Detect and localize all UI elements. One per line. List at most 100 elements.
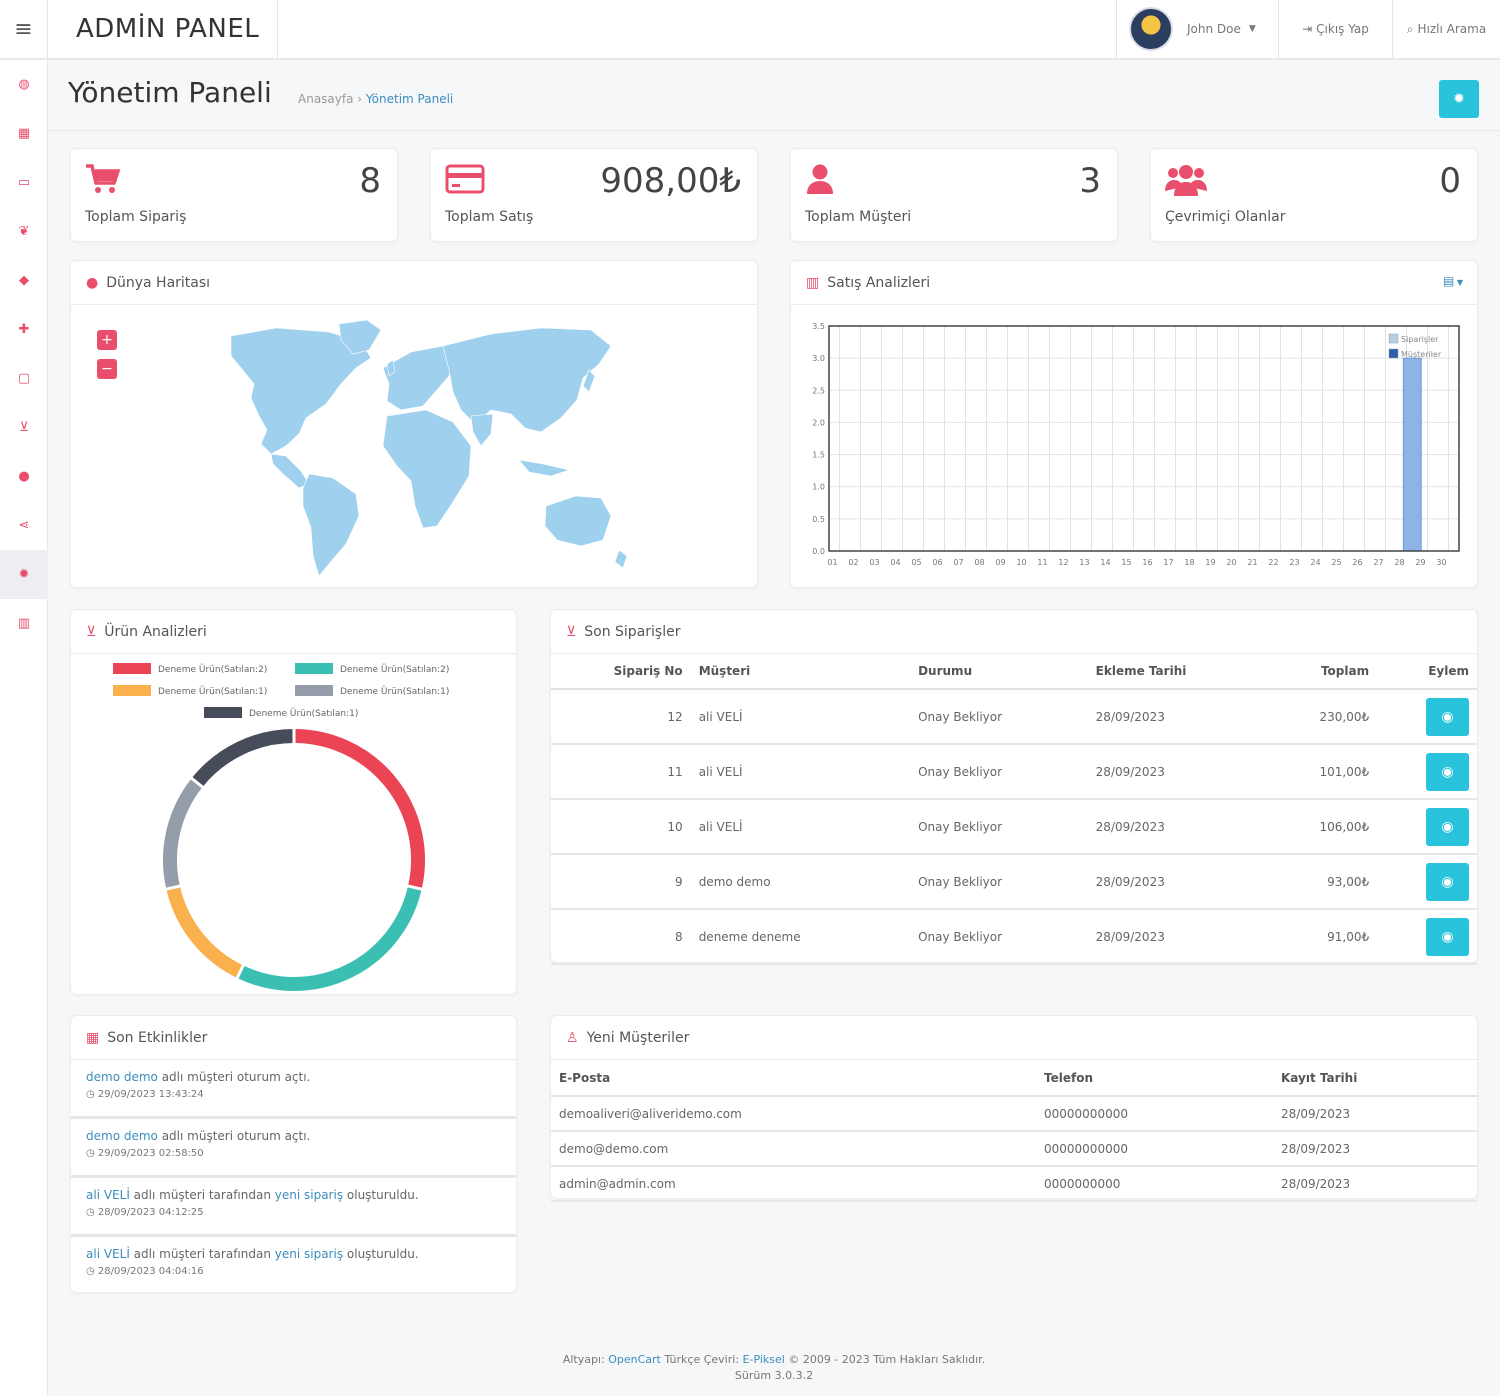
- x-tick-label: 18: [1184, 558, 1194, 567]
- sidebar-item[interactable]: ◆: [0, 256, 48, 305]
- legend-swatch: [295, 685, 333, 696]
- panel-header: ⊻ Ürün Analizleri: [71, 610, 516, 654]
- sales-chart: 0.0 0.5 1.0 1.5 2.0 2.5 3.0 3.5 01 02 03 04 05 06 07 08…: [812, 322, 1460, 567]
- plot-frame: [828, 325, 1460, 552]
- users-icon: [1165, 165, 1207, 196]
- activity-timestamp: 28/09/2023 04:12:25: [97, 1207, 204, 1218]
- legend-label: Deneme Ürün(Satılan:1): [158, 686, 267, 697]
- breadcrumb-current[interactable]: Yönetim Paneli: [365, 92, 454, 106]
- stat-value: 8: [359, 161, 381, 201]
- calendar-icon: ▦: [86, 1029, 100, 1046]
- user-menu[interactable]: John Doe ▼: [1116, 0, 1278, 58]
- activity-description: adlı müşteri oturum açtı.: [157, 1070, 311, 1084]
- column-header[interactable]: Toplam: [1237, 654, 1378, 690]
- sidebar-item[interactable]: ◍: [0, 60, 48, 109]
- sidebar-item[interactable]: ✚: [0, 305, 48, 354]
- breadcrumb-home[interactable]: Anasayfa: [298, 92, 354, 106]
- customer-link[interactable]: ali VELİ: [86, 1247, 130, 1261]
- tags-icon: ◆: [19, 273, 29, 288]
- customer-link[interactable]: demo demo: [86, 1070, 158, 1084]
- customer-link[interactable]: demo demo: [86, 1129, 158, 1143]
- customer-link[interactable]: ali VELİ: [86, 1188, 130, 1202]
- eye-icon: ◉: [1441, 928, 1454, 945]
- panel-title: Son Etkinlikler: [107, 1029, 208, 1046]
- order-action: ◉: [1377, 909, 1477, 965]
- order-link[interactable]: yeni sipariş: [274, 1247, 344, 1261]
- legend-label: Deneme Ürün(Satılan:1): [340, 686, 449, 697]
- view-order-button[interactable]: ◉: [1426, 807, 1469, 846]
- epiksel-link[interactable]: E-Piksel: [742, 1353, 785, 1366]
- opencart-link[interactable]: OpenCart: [608, 1353, 661, 1366]
- order-link[interactable]: yeni sipariş: [274, 1188, 344, 1202]
- order-status: Onay Bekliyor: [910, 744, 1088, 800]
- share-icon: ⋖: [18, 518, 30, 533]
- order-no: 12: [551, 689, 691, 745]
- sidebar-item[interactable]: ⋖: [0, 501, 48, 550]
- customer-email: demo@demo.com: [551, 1131, 1036, 1167]
- menu-toggle-icon[interactable]: ≡: [0, 0, 48, 58]
- customer-date: 28/09/2023: [1273, 1096, 1477, 1132]
- customer-phone: 00000000000: [1036, 1096, 1273, 1132]
- x-tick-label: 28: [1394, 558, 1404, 567]
- caret-down-icon: ▼: [1454, 278, 1463, 287]
- avatar[interactable]: [1129, 7, 1173, 51]
- order-date: 28/09/2023: [1087, 799, 1238, 855]
- map-europe: [382, 345, 457, 411]
- sidebar-item[interactable]: ▢: [0, 354, 48, 403]
- activity-text: ali VELİ adlı müşteri tarafından yeni si…: [86, 1188, 501, 1202]
- column-header[interactable]: Sipariş No: [551, 654, 691, 690]
- view-order-button[interactable]: ◉: [1426, 697, 1469, 736]
- new-customers-panel: ♙ Yeni Müşteriler E-Posta Telefon Kayıt …: [550, 1015, 1478, 1202]
- column-header[interactable]: Ekleme Tarihi: [1087, 654, 1238, 690]
- zoom-out-button[interactable]: −: [97, 359, 117, 379]
- customer-email: admin@admin.com: [551, 1166, 1036, 1202]
- order-date: 28/09/2023: [1087, 689, 1238, 745]
- sidebar-item[interactable]: ✹: [0, 550, 48, 599]
- zoom-in-button[interactable]: +: [97, 330, 117, 350]
- panel-header: ▥ Satış Analizleri: [791, 261, 1477, 305]
- stat-tile-online: 0 Çevrimiçi Olanlar: [1150, 148, 1478, 242]
- x-tick-label: 26: [1352, 558, 1362, 567]
- x-tick-label: 25: [1331, 558, 1341, 567]
- panel-header: ♙ Yeni Müşteriler: [551, 1016, 1477, 1060]
- x-tick-label: 01: [827, 558, 837, 567]
- cart-icon: ⊻: [566, 623, 577, 640]
- column-header: Eylem: [1377, 654, 1477, 690]
- cart-icon: ⊻: [19, 420, 29, 435]
- x-tick-label: 11: [1037, 558, 1047, 567]
- sidebar-item[interactable]: ❦: [0, 207, 48, 256]
- order-customer: deneme deneme: [690, 909, 911, 965]
- stat-tile-customers: 3 Toplam Müşteri: [790, 148, 1118, 242]
- column-header[interactable]: Durumu: [910, 654, 1088, 690]
- column-header[interactable]: Müşteri: [690, 654, 911, 690]
- brand-logo[interactable]: ADMİN PANEL: [48, 0, 278, 58]
- sidebar-item[interactable]: ▭: [0, 158, 48, 207]
- x-tick-label: 21: [1247, 558, 1257, 567]
- map-greenland: [338, 319, 382, 355]
- map-uk: [386, 359, 396, 377]
- logout-link[interactable]: ⇥ Çıkış Yap: [1278, 0, 1392, 58]
- date-range-dropdown[interactable]: ▤ ▼: [1443, 274, 1463, 288]
- view-order-button[interactable]: ◉: [1426, 752, 1469, 791]
- order-customer: ali VELİ: [690, 689, 911, 745]
- sidebar-item[interactable]: ▥: [0, 599, 48, 648]
- recent-activities-panel: ▦ Son Etkinlikler demo demo adlı müşteri…: [70, 1015, 517, 1293]
- list-item: ali VELİ adlı müşteri tarafından yeni si…: [71, 1178, 516, 1237]
- view-order-button[interactable]: ◉: [1426, 917, 1469, 956]
- y-tick-label: 2.5: [812, 386, 825, 395]
- sidebar-item[interactable]: ▦: [0, 109, 48, 158]
- table-row: admin@admin.com 0000000000 28/09/2023: [551, 1166, 1477, 1202]
- sidebar-item[interactable]: ⊻: [0, 403, 48, 452]
- orders-table: Sipariş No Müşteri Durumu Ekleme Tarihi …: [551, 654, 1477, 965]
- sidebar-item[interactable]: ●: [0, 452, 48, 501]
- world-map[interactable]: [71, 306, 759, 588]
- stat-tile-sales: 908,00₺ Toplam Satış: [430, 148, 758, 242]
- view-order-button[interactable]: ◉: [1426, 862, 1469, 901]
- panel-title: Ürün Analizleri: [104, 623, 207, 640]
- customer-date: 28/09/2023: [1273, 1166, 1477, 1202]
- settings-button[interactable]: ✹: [1439, 80, 1479, 118]
- activity-time: ◷ 28/09/2023 04:04:16: [86, 1266, 501, 1277]
- quick-search-link[interactable]: ⌕ Hızlı Arama: [1392, 0, 1500, 58]
- y-tick-label: 1.5: [812, 451, 825, 460]
- footer-text: Altyapı:: [562, 1353, 609, 1366]
